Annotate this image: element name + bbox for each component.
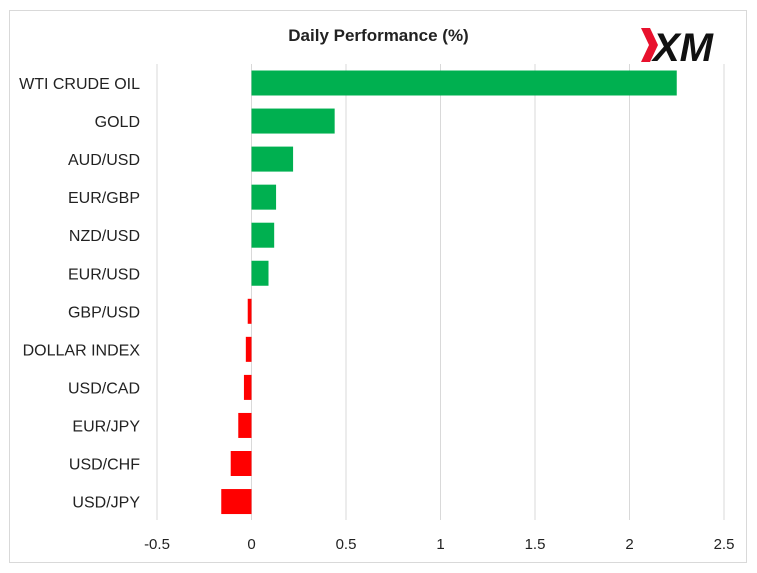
- bar-usd-chf: [230, 451, 252, 476]
- category-label: EUR/JPY: [72, 418, 140, 435]
- x-tick-label: 0: [247, 536, 255, 553]
- category-label: NZD/USD: [69, 228, 140, 245]
- x-tick-label: 1.5: [525, 536, 546, 553]
- category-label: GOLD: [95, 114, 140, 131]
- category-label: USD/CAD: [68, 380, 140, 397]
- category-labels: WTI CRUDE OIL GOLD AUD/USD EUR/GBP NZD/USD EU…: [19, 76, 140, 512]
- x-tick-label: 2: [625, 536, 633, 553]
- bar-dollar-index: [245, 336, 252, 362]
- x-tick-label: 0.5: [336, 536, 357, 553]
- gridlines: [156, 64, 725, 520]
- bar-gbp-usd: [247, 298, 252, 324]
- x-tick-labels: -0.5 0 0.5 1 1.5 2 2.5: [144, 536, 734, 553]
- bar-gold: [251, 108, 335, 134]
- category-label: EUR/USD: [68, 266, 140, 283]
- xm-logo: XM: [641, 26, 715, 70]
- bar-nzd-usd: [251, 222, 275, 248]
- category-label: EUR/GBP: [68, 190, 140, 207]
- x-tick-label: 2.5: [714, 536, 735, 553]
- category-label: USD/JPY: [72, 495, 140, 512]
- chart-title: Daily Performance (%): [288, 26, 469, 45]
- xm-logo-accent: [641, 28, 658, 62]
- bar-wti-crude-oil: [251, 70, 677, 96]
- bar-eur-usd: [251, 260, 269, 286]
- category-label: USD/CHF: [69, 457, 140, 474]
- bar-eur-jpy: [238, 412, 252, 438]
- x-tick-label: -0.5: [144, 536, 170, 553]
- bar-usd-jpy: [221, 489, 252, 515]
- category-label: AUD/USD: [68, 152, 140, 169]
- category-label: DOLLAR INDEX: [23, 342, 141, 359]
- bar-eur-gbp: [251, 184, 277, 210]
- chart-frame: [9, 10, 747, 563]
- bars: [221, 70, 677, 515]
- category-label: GBP/USD: [68, 304, 140, 321]
- xm-logo-text: XM: [651, 26, 715, 70]
- category-label: WTI CRUDE OIL: [19, 76, 140, 93]
- bar-usd-cad: [243, 374, 252, 400]
- x-tick-label: 1: [436, 536, 444, 553]
- bar-aud-usd: [251, 146, 294, 172]
